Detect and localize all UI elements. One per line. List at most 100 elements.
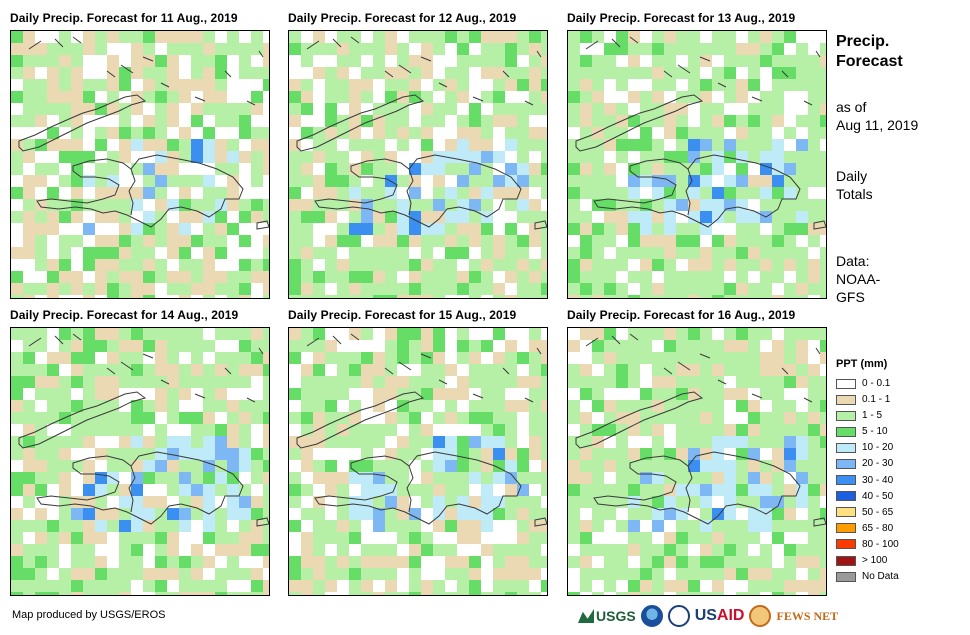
precip-cell (517, 283, 529, 295)
map-panel-2[interactable] (288, 30, 548, 299)
precip-cell (95, 328, 107, 340)
precip-cell (724, 568, 736, 580)
precip-cell (47, 79, 59, 91)
map-panel-6[interactable] (567, 327, 827, 596)
precip-cell (808, 496, 820, 508)
precip-cell (107, 364, 119, 376)
precip-cell (337, 472, 349, 484)
precip-cell (59, 55, 71, 67)
precip-cell (59, 400, 71, 412)
precip-cell (203, 31, 215, 43)
precip-cell (760, 103, 772, 115)
precip-cell (83, 460, 95, 472)
precip-cell (688, 412, 700, 424)
precip-cell (119, 448, 131, 460)
precip-cell (325, 352, 337, 364)
precip-cell (784, 151, 796, 163)
precip-cell (23, 151, 35, 163)
precip-cell (592, 520, 604, 532)
precip-cell (808, 424, 820, 436)
precip-cell (541, 283, 547, 295)
precip-cell (748, 580, 760, 592)
precip-cell (337, 187, 349, 199)
precip-cell (505, 271, 517, 283)
precip-cell (736, 364, 748, 376)
precip-cell (469, 175, 481, 187)
precip-cell (421, 328, 433, 340)
precip-cell (59, 568, 71, 580)
precip-cell (23, 496, 35, 508)
precip-cell (808, 199, 820, 211)
precip-cell (251, 328, 263, 340)
map-panel-1[interactable] (10, 30, 270, 299)
precip-cell (203, 127, 215, 139)
precip-cell (227, 496, 239, 508)
map-panel-3[interactable] (567, 30, 827, 299)
precip-cell (688, 235, 700, 247)
precip-cell (83, 508, 95, 520)
precip-cell (712, 556, 724, 568)
precip-cell (59, 175, 71, 187)
precip-cell (652, 496, 664, 508)
precip-cell (628, 211, 640, 223)
precip-cell (227, 139, 239, 151)
precip-cell (616, 151, 628, 163)
precip-cell (676, 376, 688, 388)
precip-cell (568, 508, 580, 520)
precip-cell (59, 484, 71, 496)
precip-cell (179, 508, 191, 520)
precip-cell (83, 151, 95, 163)
precip-cell (772, 259, 784, 271)
precip-cell (568, 592, 580, 595)
precip-cell (83, 79, 95, 91)
precip-cell (179, 472, 191, 484)
precip-cell (155, 460, 167, 472)
precip-cell (35, 139, 47, 151)
precip-cell (760, 115, 772, 127)
precip-cell (640, 91, 652, 103)
precip-cell (592, 163, 604, 175)
precip-cell (748, 103, 760, 115)
precip-cell (155, 472, 167, 484)
precip-cell (580, 259, 592, 271)
precip-cell (433, 151, 445, 163)
precip-cell (457, 199, 469, 211)
precip-cell (493, 187, 505, 199)
precip-cell (191, 460, 203, 472)
precip-cell (616, 283, 628, 295)
precip-cell (361, 424, 373, 436)
precip-cell (616, 259, 628, 271)
data-source: Data: NOAA- GFS (836, 252, 880, 306)
precip-cell (604, 460, 616, 472)
precip-cell (301, 448, 313, 460)
precip-cell (131, 364, 143, 376)
precip-cell (361, 187, 373, 199)
precip-cell (481, 496, 493, 508)
precip-cell (203, 340, 215, 352)
precip-cell (301, 376, 313, 388)
precip-cell (191, 328, 203, 340)
precip-cell (263, 472, 269, 484)
precip-cell (313, 424, 325, 436)
precip-cell (325, 67, 337, 79)
precip-cell (433, 448, 445, 460)
precip-cell (95, 592, 107, 595)
precip-cell (59, 436, 71, 448)
precip-cell (23, 55, 35, 67)
legend-label: 20 - 30 (862, 458, 894, 470)
precip-cell (421, 364, 433, 376)
precip-cell (820, 199, 826, 211)
map-panel-5[interactable] (288, 327, 548, 596)
precip-cell (227, 328, 239, 340)
precip-cell (385, 328, 397, 340)
precip-cell (349, 199, 361, 211)
precip-cell (373, 544, 385, 556)
precip-cell (11, 388, 23, 400)
precip-cell (433, 520, 445, 532)
precip-cell (517, 556, 529, 568)
precip-cell (397, 103, 409, 115)
precip-cell (592, 568, 604, 580)
map-panel-4[interactable] (10, 327, 270, 596)
precip-cell (796, 271, 808, 283)
precip-cell (95, 199, 107, 211)
